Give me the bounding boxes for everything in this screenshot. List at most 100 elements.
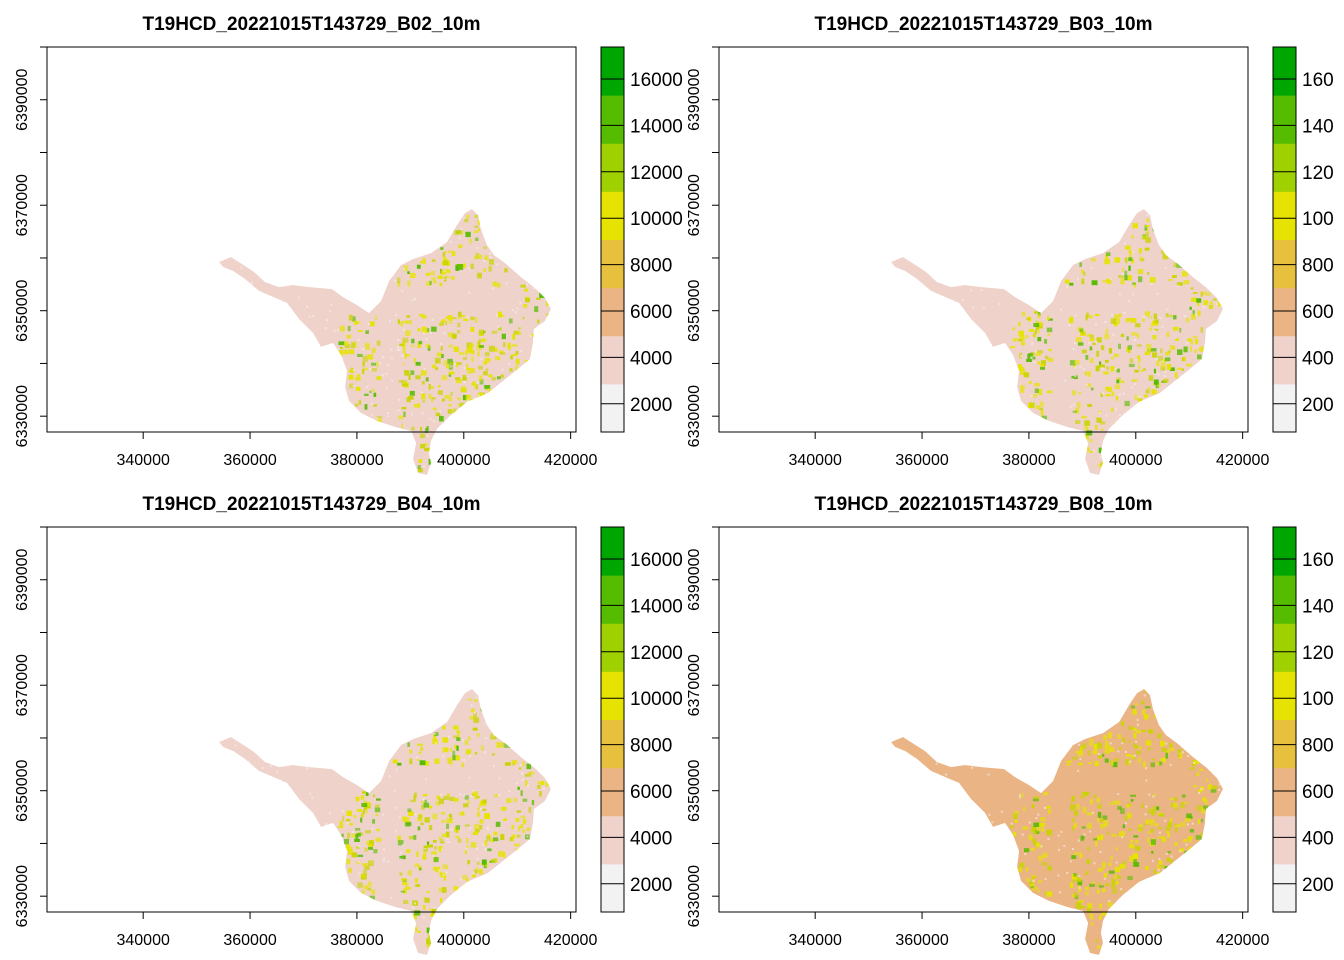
x-tick-label: 380000 (330, 932, 383, 949)
x-tick-label: 380000 (1002, 932, 1055, 949)
map-panel-3: T19HCD_20221015T143729_B04_10m 340000 3600… (14, 494, 683, 955)
legend-swatch (601, 767, 624, 817)
x-tick-label: 380000 (330, 452, 383, 469)
x-tick-label: 420000 (1216, 932, 1269, 949)
panel-title: T19HCD_20221015T143729_B08_10m (814, 494, 1152, 515)
legend-frame (1272, 46, 1297, 433)
raster-catchment (219, 209, 551, 475)
legend-swatch (1273, 767, 1296, 817)
raster-catchment (891, 209, 1223, 475)
legend-swatch (601, 335, 624, 385)
legend-swatch (601, 95, 624, 144)
legend-swatch (1273, 143, 1296, 192)
y-tick-label: 6330000 (14, 865, 31, 927)
legend-swatch (1273, 671, 1296, 720)
raster-base (219, 209, 551, 475)
plot-frame (718, 46, 1249, 433)
legend-swatch (1273, 287, 1296, 337)
x-tick-label: 340000 (788, 932, 841, 949)
legend-label: 140 (1302, 596, 1334, 617)
legend-swatch (601, 815, 624, 865)
y-tick-label: 6370000 (14, 654, 31, 716)
raster-base (891, 209, 1223, 475)
legend-swatch (1273, 527, 1296, 576)
legend-swatch (1273, 95, 1296, 144)
legend-label: 12000 (630, 163, 683, 184)
legend-swatch (601, 383, 624, 433)
legend-label: 140 (1302, 116, 1334, 137)
legend-label: 120 (1302, 643, 1334, 664)
legend-swatch (601, 623, 624, 672)
legend-label: 600 (1302, 302, 1334, 323)
legend-label: 8000 (630, 256, 672, 277)
legend-swatch (1273, 575, 1296, 624)
y-tick-label: 6370000 (14, 174, 31, 236)
x-tick-label: 400000 (437, 932, 490, 949)
x-tick-label: 340000 (116, 452, 169, 469)
legend-swatch (601, 287, 624, 337)
legend-label: 2000 (630, 395, 672, 416)
legend-swatch (1273, 383, 1296, 433)
x-tick-label: 420000 (544, 452, 597, 469)
y-tick-label: 6330000 (686, 385, 703, 447)
legend-label: 4000 (630, 828, 672, 849)
legend-label: 400 (1302, 828, 1334, 849)
panel-title: T19HCD_20221015T143729_B03_10m (814, 14, 1152, 35)
legend-label: 800 (1302, 736, 1334, 757)
map-panel-4: T19HCD_20221015T143729_B08_10m 340000 3600… (686, 494, 1334, 955)
y-tick-label: 6330000 (686, 865, 703, 927)
x-tick-label: 400000 (437, 452, 490, 469)
legend-swatch (601, 575, 624, 624)
panel-title: T19HCD_20221015T143729_B04_10m (142, 494, 480, 515)
legend-swatch (1273, 623, 1296, 672)
legend-label: 16000 (630, 70, 683, 91)
legend-swatch (601, 47, 624, 96)
legend-label: 100 (1302, 209, 1334, 230)
legend-swatch (601, 671, 624, 720)
legend-swatch (601, 239, 624, 289)
legend-label: 800 (1302, 256, 1334, 277)
legend-label: 10000 (630, 209, 683, 230)
legend-label: 8000 (630, 736, 672, 757)
legend-label: 200 (1302, 875, 1334, 896)
y-tick-label: 6370000 (686, 654, 703, 716)
y-tick-label: 6350000 (686, 279, 703, 341)
legend-swatch (601, 527, 624, 576)
legend-label: 6000 (630, 782, 672, 803)
x-tick-label: 360000 (895, 932, 948, 949)
legend-label: 400 (1302, 348, 1334, 369)
raster-base (219, 689, 551, 955)
legend-swatch (1273, 719, 1296, 769)
x-tick-label: 420000 (544, 932, 597, 949)
plot-frame (46, 526, 577, 913)
panel-title: T19HCD_20221015T143729_B02_10m (142, 14, 480, 35)
x-tick-label: 420000 (1216, 452, 1269, 469)
y-tick-label: 6330000 (14, 385, 31, 447)
plot-frame (46, 46, 577, 433)
legend-label: 160 (1302, 550, 1334, 571)
legend-label: 10000 (630, 689, 683, 710)
y-tick-label: 6350000 (14, 759, 31, 821)
x-tick-label: 340000 (116, 932, 169, 949)
y-tick-label: 6390000 (14, 548, 31, 610)
legend-swatch (601, 863, 624, 913)
legend-swatch (1273, 815, 1296, 865)
y-tick-label: 6350000 (686, 759, 703, 821)
legend-swatch (601, 191, 624, 240)
legend-swatch (1273, 239, 1296, 289)
raster-base (891, 689, 1223, 955)
y-tick-label: 6390000 (686, 548, 703, 610)
legend-label: 100 (1302, 689, 1334, 710)
legend-swatch (1273, 863, 1296, 913)
legend-label: 14000 (630, 596, 683, 617)
plot-frame (718, 526, 1249, 913)
y-tick-label: 6370000 (686, 174, 703, 236)
legend-label: 120 (1302, 163, 1334, 184)
x-tick-label: 360000 (223, 452, 276, 469)
legend-label: 16000 (630, 550, 683, 571)
legend-label: 160 (1302, 70, 1334, 91)
raster-catchment (891, 689, 1223, 955)
x-tick-label: 340000 (788, 452, 841, 469)
legend-frame (1272, 526, 1297, 913)
